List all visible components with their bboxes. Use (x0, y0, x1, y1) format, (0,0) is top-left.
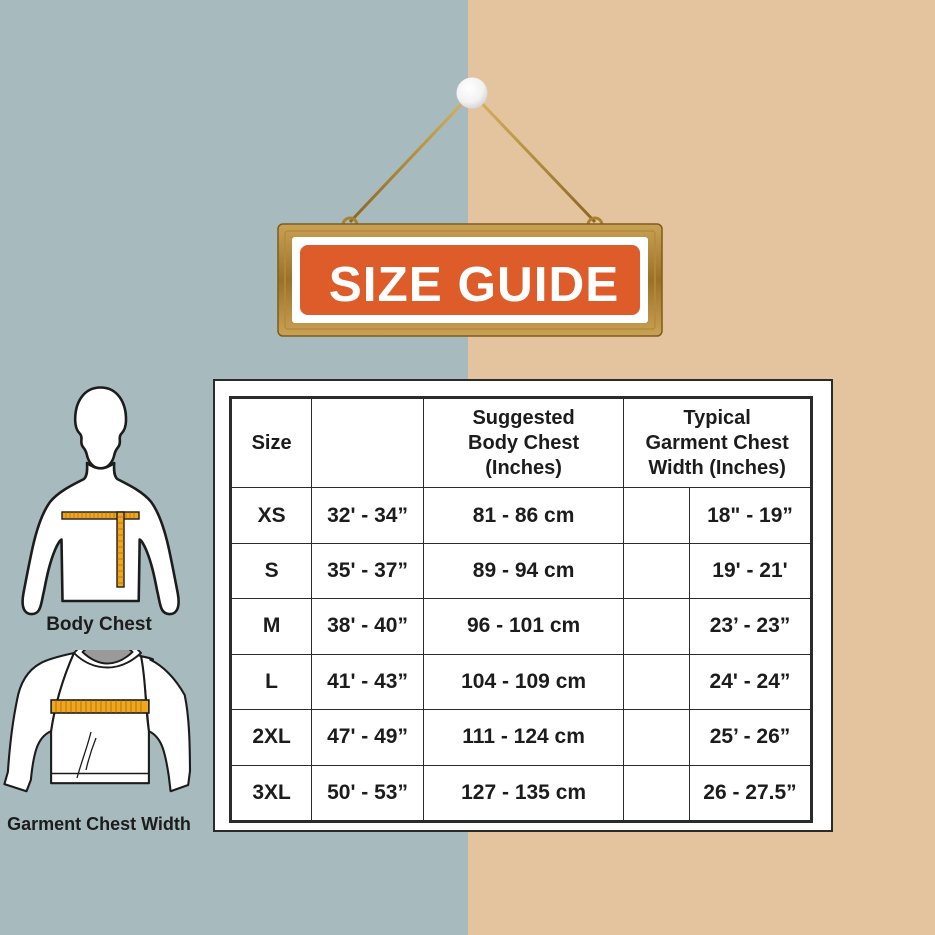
svg-text:SIZE GUIDE: SIZE GUIDE (329, 257, 620, 312)
